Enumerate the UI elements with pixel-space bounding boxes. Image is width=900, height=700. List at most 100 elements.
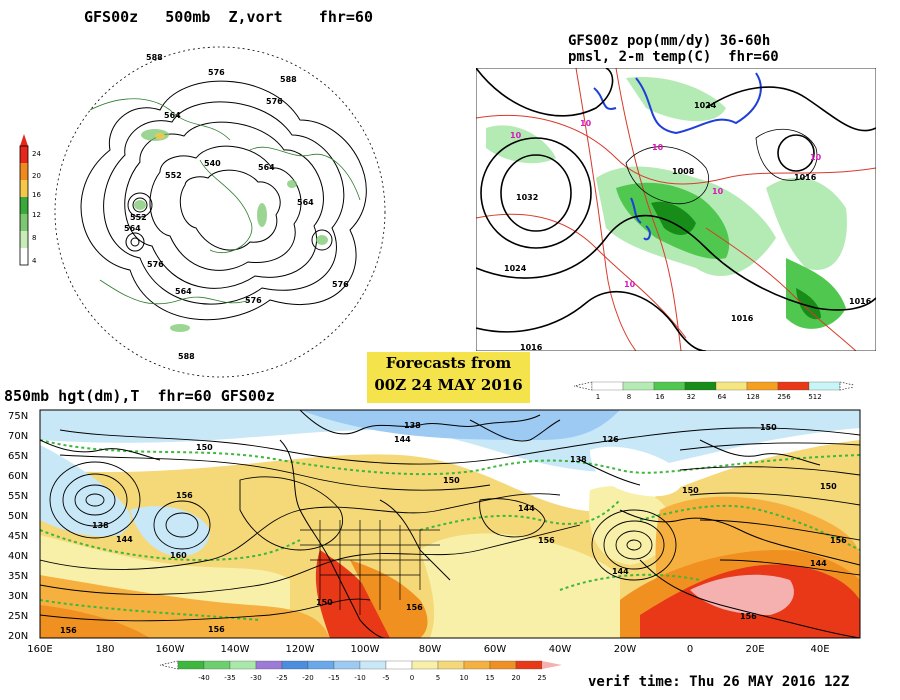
svg-text:150: 150 xyxy=(316,598,333,607)
svg-text:138: 138 xyxy=(404,421,421,430)
y-axis-label: 35N xyxy=(8,571,28,582)
svg-text:588: 588 xyxy=(178,352,195,361)
svg-text:576: 576 xyxy=(208,68,225,77)
pop-colorbar-swatch xyxy=(622,381,655,391)
main-x-axis: 160E 180 160W 140W 120W 100W 80W 60W 40W 20W 0 20E 4… xyxy=(27,644,829,655)
y-axis-label: 25N xyxy=(8,611,28,622)
x-axis-label: 40E xyxy=(810,644,829,655)
pop-colorbar-swatch xyxy=(808,381,841,391)
svg-text:150: 150 xyxy=(196,443,213,452)
pop-colorbar-tick: 32 xyxy=(687,393,696,401)
svg-text:540: 540 xyxy=(204,159,221,168)
pop-colorbar-swatch xyxy=(684,381,717,391)
y-axis-label: 45N xyxy=(8,531,28,542)
polar-colorbar-tick: 24 xyxy=(32,150,41,158)
polar-colorbar-tick: 20 xyxy=(32,172,41,180)
pop-precip-shading xyxy=(486,77,847,329)
colorbar-tick: 20 xyxy=(512,674,521,682)
svg-text:144: 144 xyxy=(116,535,133,544)
colorbar-tick: 15 xyxy=(486,674,495,682)
x-axis-label: 40W xyxy=(549,644,572,655)
x-axis-label: 60W xyxy=(484,644,507,655)
colorbar-swatch xyxy=(411,660,439,670)
colorbar-tick: -15 xyxy=(328,674,339,682)
svg-text:144: 144 xyxy=(518,504,535,513)
polar-panel-title: GFS00z 500mb Z,vort fhr=60 xyxy=(84,8,373,26)
svg-text:1016: 1016 xyxy=(520,343,543,351)
pop-colorbar-tick: 16 xyxy=(656,393,665,401)
colorbar-tick: 10 xyxy=(460,674,469,682)
colorbar-swatch xyxy=(359,660,387,670)
colorbar-swatch xyxy=(281,660,309,670)
svg-text:150: 150 xyxy=(760,423,777,432)
pop-colorbar-high-arrow xyxy=(839,381,854,391)
colorbar-swatch xyxy=(437,660,465,670)
colorbar-swatch xyxy=(333,660,361,670)
colorbar-low-arrow xyxy=(159,660,179,670)
main-colorbar: -40 -35 -30 -25 -20 -15 -10 -5 0 5 10 15 20 25 xyxy=(159,660,562,682)
pop-colorbar-swatch xyxy=(653,381,686,391)
colorbar-swatch xyxy=(515,660,543,670)
svg-text:150: 150 xyxy=(820,482,837,491)
polar-colorbar: 24 20 16 12 8 4 xyxy=(19,134,41,266)
svg-text:156: 156 xyxy=(60,626,77,635)
svg-text:156: 156 xyxy=(208,625,225,634)
polar-colorbar-tick: 8 xyxy=(32,234,36,242)
colorbar-swatch xyxy=(203,660,231,670)
svg-text:150: 150 xyxy=(682,486,699,495)
svg-text:1008: 1008 xyxy=(672,167,695,176)
x-axis-label: 20E xyxy=(745,644,764,655)
polar-map-panel: 24 20 16 12 8 4 588 576 xyxy=(19,46,386,378)
colorbar-swatch xyxy=(229,660,257,670)
colorbar-swatch xyxy=(463,660,491,670)
pop-colorbar-tick: 128 xyxy=(746,393,759,401)
pop-colorbar: 1 8 16 32 64 128 256 512 xyxy=(573,381,854,401)
y-axis-label: 65N xyxy=(8,451,28,462)
pop-colorbar-swatch xyxy=(777,381,810,391)
y-axis-label: 75N xyxy=(8,411,28,422)
svg-text:576: 576 xyxy=(245,296,262,305)
svg-text:564: 564 xyxy=(124,224,141,233)
pop-colorbar-tick: 8 xyxy=(627,393,631,401)
pop-panel-title-line1: GFS00z pop(mm/dy) 36-60h xyxy=(568,33,771,49)
pop-colorbar-swatch xyxy=(591,381,624,391)
x-axis-label: 180 xyxy=(95,644,114,655)
x-axis-label: 120W xyxy=(286,644,315,655)
colorbar-tick: -40 xyxy=(198,674,209,682)
pop-colorbar-low-arrow xyxy=(573,381,593,391)
x-axis-label: 0 xyxy=(687,644,693,655)
y-axis-label: 60N xyxy=(8,471,28,482)
forecast-init-line1: Forecasts from xyxy=(385,354,512,372)
svg-text:160: 160 xyxy=(170,551,187,560)
colorbar-tick: -20 xyxy=(302,674,313,682)
colorbar-high-arrow xyxy=(542,661,562,669)
svg-text:150: 150 xyxy=(443,476,460,485)
svg-text:564: 564 xyxy=(175,287,192,296)
svg-text:156: 156 xyxy=(538,536,555,545)
colorbar-swatch xyxy=(255,660,283,670)
x-axis-label: 20W xyxy=(614,644,637,655)
svg-text:552: 552 xyxy=(130,213,147,222)
svg-text:156: 156 xyxy=(406,603,423,612)
svg-text:144: 144 xyxy=(612,567,629,576)
polar-colorbar-tick: 4 xyxy=(32,257,37,265)
svg-text:156: 156 xyxy=(740,612,757,621)
svg-text:564: 564 xyxy=(164,111,181,120)
pop-colorbar-swatch xyxy=(746,381,779,391)
svg-text:156: 156 xyxy=(176,491,193,500)
svg-text:1032: 1032 xyxy=(516,193,538,202)
svg-text:588: 588 xyxy=(146,53,163,62)
y-axis-label: 50N xyxy=(8,511,28,522)
x-axis-label: 160E xyxy=(27,644,52,655)
polar-colorbar-tick: 16 xyxy=(32,191,41,199)
colorbar-tick: -35 xyxy=(224,674,235,682)
svg-text:564: 564 xyxy=(258,163,275,172)
colorbar-swatch xyxy=(489,660,517,670)
forecast-init-line2: 00Z 24 MAY 2016 xyxy=(374,376,523,394)
svg-text:144: 144 xyxy=(394,435,411,444)
svg-text:10: 10 xyxy=(624,280,636,289)
y-axis-label: 55N xyxy=(8,491,28,502)
y-axis-label: 70N xyxy=(8,431,28,442)
main-map-panel: 75N 70N 65N 60N 55N 50N 45N 40N 35N 30N 25N 20N 160… xyxy=(8,409,861,655)
forecast-init-box: Forecasts from 00Z 24 MAY 2016 xyxy=(367,352,530,403)
